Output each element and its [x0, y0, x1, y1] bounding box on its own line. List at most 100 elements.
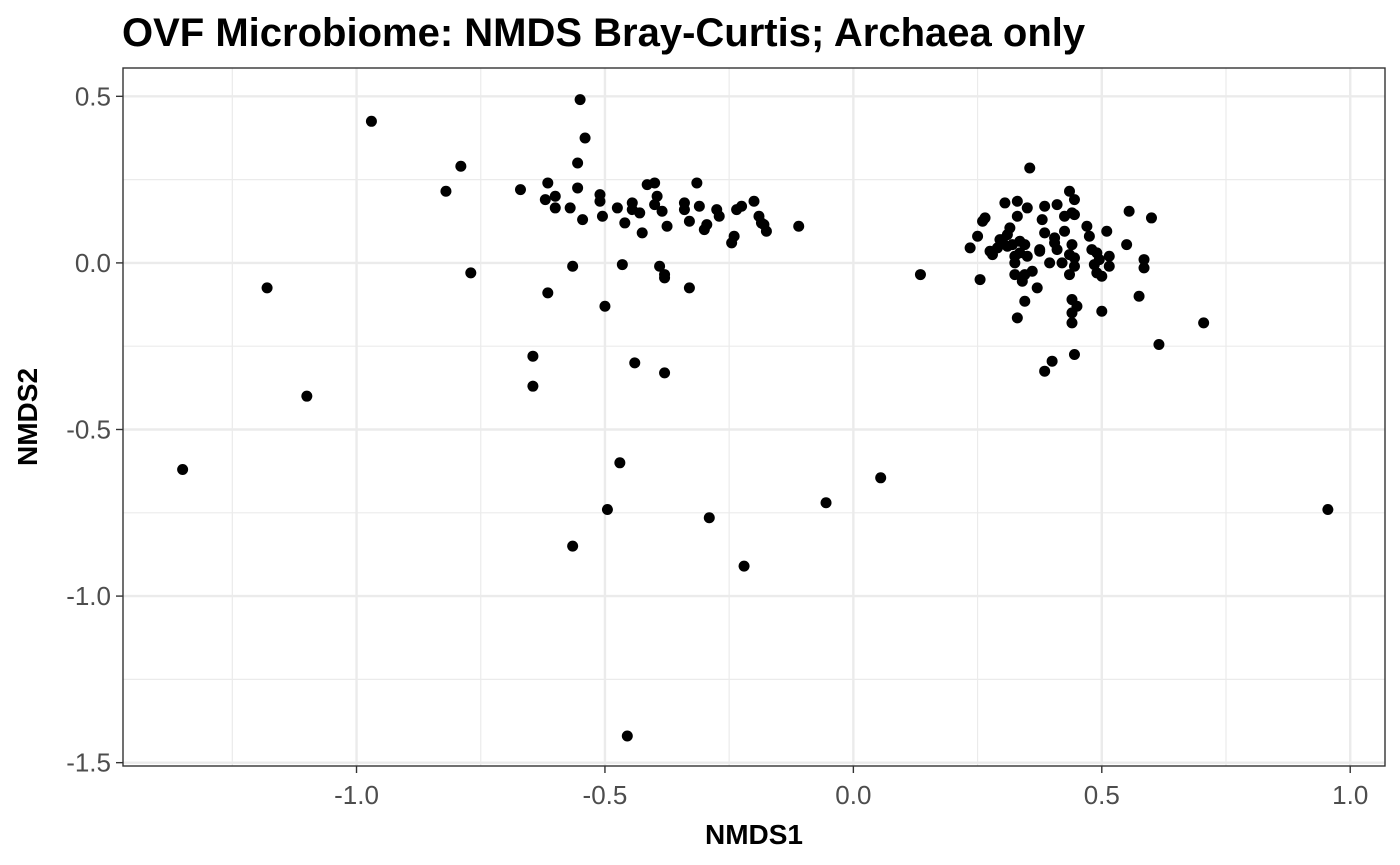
y-tick-label: -1.0 — [66, 581, 111, 611]
data-point — [1096, 305, 1108, 317]
data-point — [572, 157, 584, 169]
x-tick-label: 1.0 — [1332, 780, 1368, 810]
data-point — [1026, 265, 1038, 277]
data-point — [1024, 162, 1036, 174]
data-point — [567, 540, 579, 552]
data-point — [651, 190, 663, 202]
data-point — [614, 457, 626, 469]
data-point — [659, 272, 671, 284]
data-point — [693, 200, 705, 212]
data-point — [365, 115, 377, 127]
data-point — [634, 207, 646, 219]
data-point — [572, 182, 584, 194]
data-point — [683, 215, 695, 227]
data-point — [1096, 270, 1108, 282]
data-point — [1066, 239, 1078, 251]
x-tick-label: -1.0 — [334, 780, 379, 810]
data-point — [1044, 257, 1056, 269]
data-point — [820, 497, 832, 509]
data-point — [1145, 212, 1157, 224]
data-point — [616, 259, 628, 271]
data-point — [542, 177, 554, 189]
data-point — [1101, 225, 1113, 237]
data-point — [678, 204, 690, 216]
data-point — [1103, 250, 1115, 262]
data-point — [1021, 250, 1033, 262]
x-tick-label: -0.5 — [583, 780, 628, 810]
data-point — [1039, 365, 1051, 377]
data-point — [527, 380, 539, 392]
data-point — [760, 225, 772, 237]
data-point — [793, 220, 805, 232]
data-point — [539, 194, 551, 206]
data-point — [1036, 214, 1048, 226]
data-point — [974, 274, 986, 286]
data-point — [1066, 317, 1078, 329]
y-tick-label: -1.5 — [66, 748, 111, 778]
data-point — [1004, 222, 1016, 234]
data-point — [972, 230, 984, 242]
data-point — [654, 260, 666, 272]
data-point — [1322, 503, 1334, 515]
data-point — [1056, 257, 1068, 269]
data-point — [549, 202, 561, 214]
data-point — [440, 185, 452, 197]
data-point — [979, 212, 991, 224]
data-point — [1009, 269, 1021, 281]
data-point — [577, 214, 589, 226]
chart-title: OVF Microbiome: NMDS Bray-Curtis; Archae… — [122, 11, 1086, 55]
data-point — [601, 503, 613, 515]
data-point — [1081, 220, 1093, 232]
data-point — [1071, 300, 1083, 312]
data-point — [991, 242, 1003, 254]
x-tick-label: 0.5 — [1084, 780, 1120, 810]
data-point — [542, 287, 554, 299]
y-tick-label: 0.5 — [75, 81, 111, 111]
data-point — [1121, 239, 1133, 251]
data-point — [636, 227, 648, 239]
x-tick-label: 0.0 — [835, 780, 871, 810]
data-point — [691, 177, 703, 189]
data-point — [659, 367, 671, 379]
data-point — [1019, 295, 1031, 307]
data-point — [621, 730, 633, 742]
data-point — [1011, 210, 1023, 222]
data-point — [261, 282, 273, 294]
data-point — [736, 200, 748, 212]
data-point — [1068, 260, 1080, 272]
data-point — [1011, 312, 1023, 324]
data-point — [914, 269, 926, 281]
data-point — [1133, 290, 1145, 302]
y-tick-label: 0.0 — [75, 248, 111, 278]
data-point — [1138, 262, 1150, 274]
y-tick-label: -0.5 — [66, 414, 111, 444]
data-point — [1068, 252, 1080, 264]
data-point — [1046, 355, 1058, 367]
data-point — [1064, 185, 1075, 197]
data-point — [1034, 245, 1046, 257]
data-point — [1059, 225, 1071, 237]
data-point — [875, 472, 887, 484]
data-point — [1138, 254, 1150, 266]
data-point — [1123, 205, 1135, 217]
data-point — [1031, 282, 1043, 294]
data-point — [465, 267, 477, 279]
data-point — [649, 199, 661, 211]
data-point — [683, 282, 695, 294]
data-point — [629, 357, 641, 369]
data-point — [1064, 269, 1075, 281]
data-point — [713, 210, 725, 222]
data-point — [301, 390, 313, 402]
data-point — [177, 463, 189, 475]
data-point — [748, 195, 760, 207]
data-point — [619, 217, 631, 229]
data-point — [1093, 254, 1105, 266]
data-point — [1011, 195, 1023, 207]
data-point — [594, 195, 606, 207]
y-axis-title: NMDS2 — [12, 368, 43, 466]
data-point — [574, 94, 586, 106]
data-point — [1198, 317, 1210, 329]
data-point — [564, 202, 576, 214]
data-point — [567, 260, 579, 272]
